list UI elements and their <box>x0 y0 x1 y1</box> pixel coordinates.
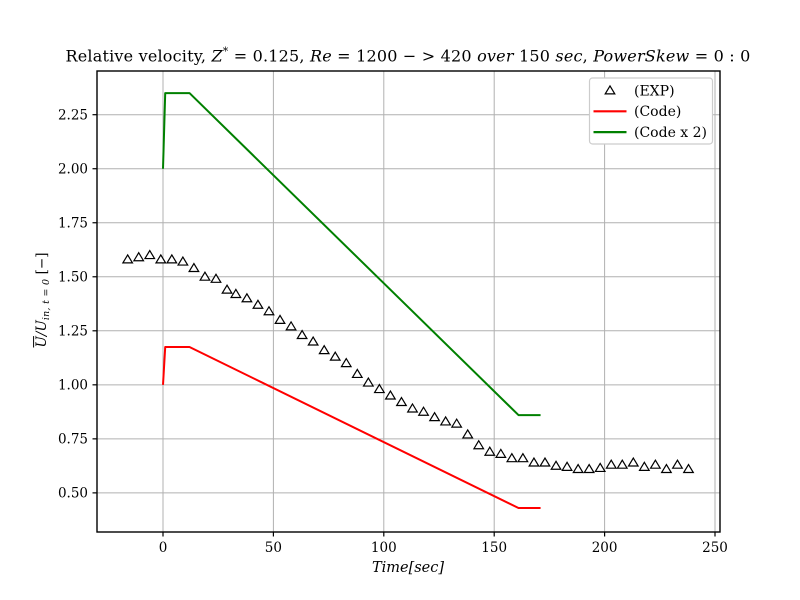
series-exp-marker <box>450 417 463 428</box>
series-exp-marker <box>274 314 286 324</box>
y-axis-label-segment: /U <box>34 320 51 337</box>
series-exp-marker <box>252 299 264 309</box>
chart-title-segment: Relative velocity, <box>65 46 212 66</box>
chart-title-segment: = 1200 − > 420 <box>331 46 478 66</box>
series-exp-marker <box>165 253 178 264</box>
x-axis-label: Time[sec] <box>372 560 444 576</box>
x-tick-label: 50 <box>265 540 282 556</box>
y-tick-label: 0.50 <box>58 486 88 502</box>
series-exp-marker <box>154 253 167 264</box>
series-exp-marker <box>472 439 485 450</box>
y-axis-label-segment: U <box>34 336 51 348</box>
y-axis-label-segment: in, t = 0 <box>40 278 52 321</box>
series-exp-marker <box>188 262 200 273</box>
x-tick-label: 150 <box>481 540 507 556</box>
series-exp-marker <box>177 255 189 266</box>
plot-border <box>96 70 721 533</box>
series-exp-marker <box>417 406 430 416</box>
series-exp-marker <box>439 415 452 426</box>
series-exp-marker <box>506 452 518 463</box>
legend-box <box>588 77 714 145</box>
legend-entry-label: (Code) <box>634 104 681 120</box>
series-exp-marker <box>528 456 540 467</box>
series-exp-marker <box>373 383 386 394</box>
series-exp-marker <box>550 460 562 470</box>
y-axis-label: U/Uin, t = 0 [−] <box>34 253 52 348</box>
series-exp-marker <box>649 459 662 469</box>
y-tick-label: 2.25 <box>58 108 88 124</box>
chart-title-segment: Z <box>211 46 223 66</box>
series-exp-marker <box>583 463 596 474</box>
y-tick-label: 1.75 <box>58 216 88 232</box>
series-exp-marker <box>221 283 233 294</box>
x-axis-label-segment: Time[sec] <box>371 560 445 576</box>
chart-title-segment: PowerSkew <box>593 46 690 66</box>
series-exp-marker <box>263 305 275 316</box>
legend-entry-label: (Code x 2) <box>634 125 707 141</box>
legend-marker-exp <box>604 84 616 95</box>
series-exp-marker <box>285 320 297 331</box>
series-exp-marker <box>561 461 573 471</box>
series-exp-marker <box>461 428 474 439</box>
series-exp-marker <box>616 459 629 469</box>
series-exp-marker <box>318 344 331 355</box>
y-tick-label: 1.00 <box>58 378 88 394</box>
y-tick-label: 2.00 <box>58 162 88 178</box>
series-exp-marker <box>241 292 253 303</box>
legend-entry-label: (EXP) <box>634 83 675 99</box>
series-exp-marker <box>671 459 684 469</box>
chart-title-segment: , <box>582 46 594 66</box>
series-exp-marker <box>395 396 408 407</box>
chart-title-segment: = 0.125, <box>228 46 310 66</box>
series-exp-marker <box>406 402 419 413</box>
series-exp-marker <box>572 463 584 474</box>
chart-title-segment: 150 <box>513 46 556 66</box>
series-exp-marker <box>340 357 353 368</box>
series-exp-marker <box>351 368 364 379</box>
y-tick-label: 1.50 <box>58 270 88 286</box>
series-code-line <box>162 346 541 510</box>
series-exp-marker <box>307 335 320 346</box>
chart-title-segment: over <box>477 46 514 66</box>
x-tick-label: 100 <box>371 540 397 556</box>
series-exp-marker <box>296 329 308 340</box>
series-exp-marker <box>428 411 441 422</box>
series-exp-marker <box>627 456 640 467</box>
series-code-x-2-line <box>162 92 541 417</box>
x-tick-label: 200 <box>592 540 618 556</box>
chart-title-segment: Re <box>309 46 332 66</box>
series-exp-marker <box>230 288 242 299</box>
y-axis-label-segment: [−] <box>34 252 51 279</box>
y-tick-label: 1.25 <box>58 324 88 340</box>
chart-title-segment: sec <box>555 46 583 66</box>
series-exp-marker <box>638 461 651 471</box>
series-exp-marker <box>384 389 397 400</box>
x-tick-label: 0 <box>159 540 168 556</box>
chart-title-segment: * <box>222 45 229 58</box>
series-exp-marker <box>682 463 695 474</box>
series-exp-marker <box>329 350 342 361</box>
series-exp-marker <box>362 376 375 387</box>
series-exp-marker <box>199 271 211 281</box>
x-tick-label: 250 <box>702 540 728 556</box>
series-exp-marker <box>121 253 134 264</box>
series-exp-marker <box>539 456 551 467</box>
series-exp-marker <box>660 463 673 474</box>
series-exp-marker <box>210 273 222 283</box>
series-exp-marker <box>132 251 145 262</box>
chart-title-segment: = 0 : 0 <box>689 46 751 66</box>
series-exp-marker <box>143 249 156 260</box>
series-exp-marker <box>517 452 529 463</box>
y-tick-label: 0.75 <box>58 432 88 448</box>
series-exp-marker <box>605 459 618 469</box>
chart-title: Relative velocity, Z* = 0.125, Re = 1200… <box>65 45 750 66</box>
series-exp-marker <box>594 462 607 473</box>
series-exp-marker <box>483 446 496 456</box>
series-exp-marker <box>494 448 507 458</box>
